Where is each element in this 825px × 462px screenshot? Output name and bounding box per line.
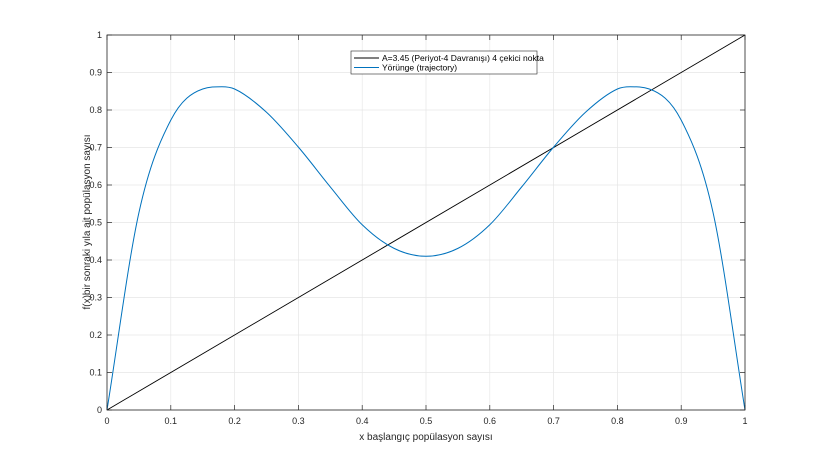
series-group [106, 34, 746, 411]
x-tick-label: 0.1 [165, 416, 178, 426]
x-tick-label: 0.4 [356, 416, 369, 426]
x-tick-label: 0.9 [675, 416, 688, 426]
y-tick-label: 0.2 [89, 330, 102, 340]
y-tick-label: 0.7 [89, 143, 102, 153]
x-tick-label: 0.2 [228, 416, 241, 426]
y-tick-label: 0.1 [89, 368, 102, 378]
y-tick-label: 0 [97, 405, 102, 415]
x-tick-label: 0.5 [420, 416, 433, 426]
y-tick-label: 0.5 [89, 218, 102, 228]
legend: A=3.45 (Periyot-4 Davranışı) 4 çekici no… [350, 50, 544, 75]
x-tick-label: 1 [742, 416, 747, 426]
legend-box [350, 50, 538, 75]
series-line-trajectory [106, 86, 746, 411]
ticks-group: 0 0.1 0.2 0.3 0.4 0.5 0.6 0.7 0.8 0.9 1 0 0.1 0.2 0.3 0… [89, 30, 747, 426]
y-tick-label: 0.6 [89, 180, 102, 190]
y-tick-label: 0.4 [89, 255, 102, 265]
x-tick-label: 0.7 [547, 416, 560, 426]
x-axis-label: x başlangıç popülasyon sayısı [359, 432, 492, 443]
x-tick-label: 0.8 [611, 416, 624, 426]
y-tick-label: 0.8 [89, 105, 102, 115]
x-tick-label: 0.6 [484, 416, 497, 426]
series-line-diagonal [106, 34, 746, 411]
legend-label-trajectory: Yörünge (trajectory) [382, 63, 457, 73]
x-tick-label: 0.3 [292, 416, 305, 426]
y-tick-label: 0.3 [89, 293, 102, 303]
x-tick-label: 0 [104, 416, 109, 426]
y-tick-label: 0.9 [89, 68, 102, 78]
legend-label-diagonal: A=3.45 (Periyot-4 Davranışı) 4 çekici no… [382, 53, 544, 63]
y-axis-label: f(x)bir sonraki yıla ait popülasyon sayı… [82, 134, 93, 309]
y-tick-label: 1 [97, 30, 102, 40]
